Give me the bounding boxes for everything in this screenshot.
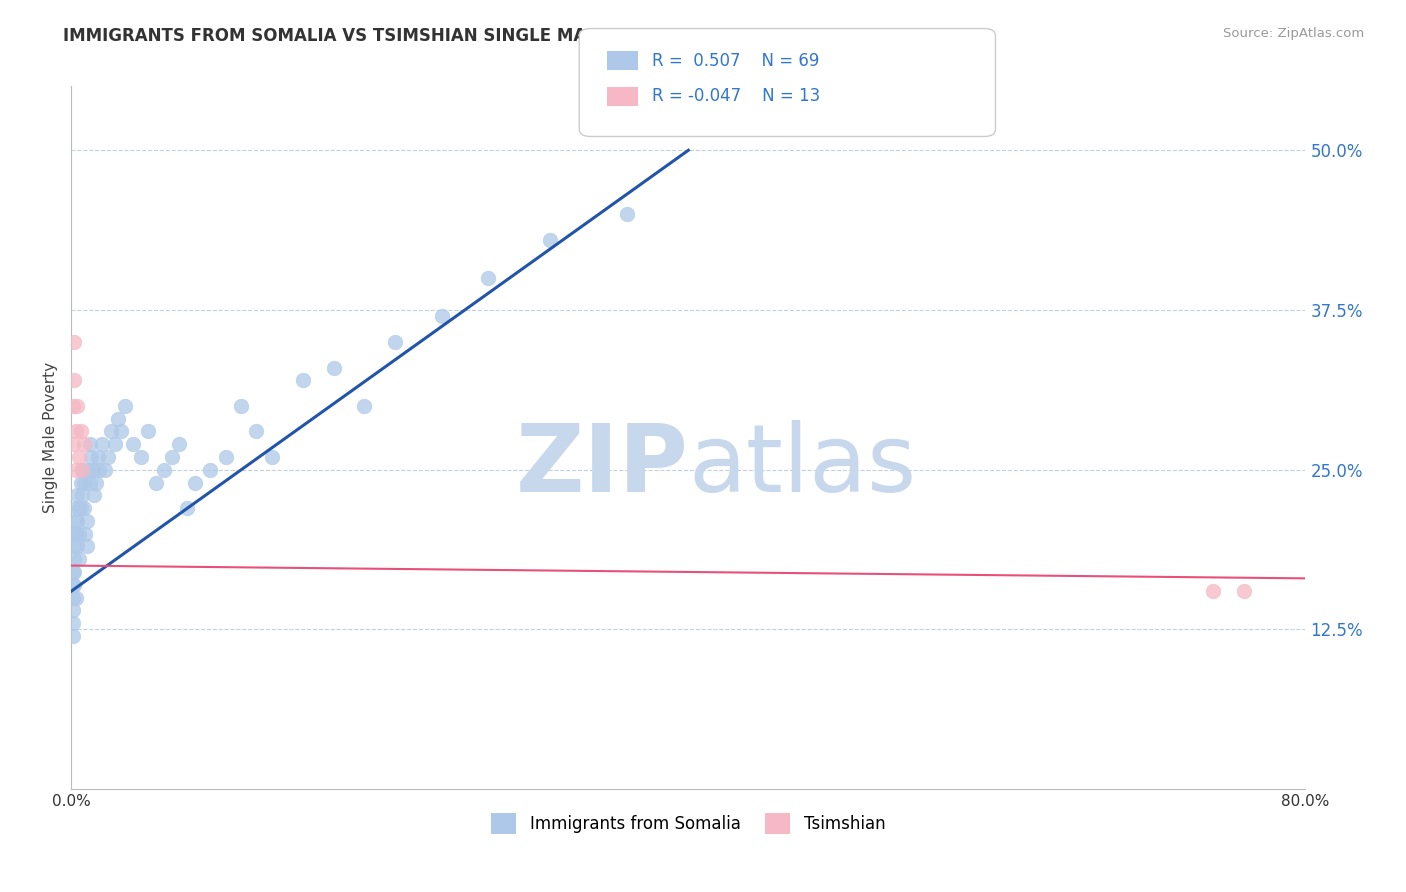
Point	[138, 425, 160, 439]
Point	[103, 437, 125, 451]
Point	[176, 501, 198, 516]
Point	[72, 437, 94, 451]
Point	[82, 463, 104, 477]
Point	[384, 334, 406, 349]
Point	[62, 629, 84, 643]
Point	[160, 450, 183, 464]
Point	[65, 425, 87, 439]
Point	[62, 565, 84, 579]
Point	[1202, 584, 1225, 599]
Point	[322, 360, 344, 375]
Point	[430, 310, 453, 324]
Point	[65, 463, 87, 477]
Point	[62, 591, 84, 605]
Point	[63, 526, 86, 541]
Point	[70, 463, 93, 477]
Point	[538, 233, 561, 247]
Point	[63, 334, 86, 349]
Point	[67, 501, 90, 516]
Point	[75, 526, 97, 541]
Point	[260, 450, 283, 464]
Point	[79, 437, 101, 451]
Point	[69, 425, 91, 439]
Text: IMMIGRANTS FROM SOMALIA VS TSIMSHIAN SINGLE MALE POVERTY CORRELATION CHART: IMMIGRANTS FROM SOMALIA VS TSIMSHIAN SIN…	[63, 27, 905, 45]
Point	[84, 475, 107, 490]
Point	[70, 463, 93, 477]
Legend: Immigrants from Somalia, Tsimshian: Immigrants from Somalia, Tsimshian	[491, 814, 886, 834]
Text: R = -0.047    N = 13: R = -0.047 N = 13	[652, 87, 821, 105]
Text: atlas: atlas	[689, 420, 917, 512]
Point	[69, 475, 91, 490]
Point	[62, 578, 84, 592]
Text: ZIP: ZIP	[516, 420, 689, 512]
Point	[72, 501, 94, 516]
Point	[70, 488, 93, 502]
Point	[63, 578, 86, 592]
Point	[77, 463, 100, 477]
Point	[76, 540, 98, 554]
Text: R =  0.507    N = 69: R = 0.507 N = 69	[652, 52, 820, 70]
Point	[616, 207, 638, 221]
Point	[63, 540, 86, 554]
Point	[62, 616, 84, 631]
Point	[86, 450, 108, 464]
Point	[67, 450, 90, 464]
Point	[107, 411, 129, 425]
Point	[79, 475, 101, 490]
Point	[97, 450, 120, 464]
Point	[1233, 584, 1256, 599]
Point	[66, 540, 89, 554]
Point	[291, 373, 314, 387]
Point	[94, 463, 117, 477]
Point	[183, 475, 205, 490]
Point	[66, 514, 89, 528]
Point	[65, 526, 87, 541]
Point	[66, 399, 89, 413]
Point	[153, 463, 176, 477]
Point	[122, 437, 145, 451]
Point	[229, 399, 252, 413]
Point	[66, 488, 89, 502]
Point	[63, 565, 86, 579]
Point	[83, 488, 105, 502]
Point	[80, 450, 103, 464]
Point	[214, 450, 236, 464]
Point	[69, 501, 91, 516]
Point	[65, 501, 87, 516]
Text: Source: ZipAtlas.com: Source: ZipAtlas.com	[1223, 27, 1364, 40]
Point	[62, 399, 84, 413]
Point	[87, 463, 110, 477]
Point	[145, 475, 167, 490]
Point	[63, 373, 86, 387]
Point	[169, 437, 191, 451]
Point	[67, 552, 90, 566]
Y-axis label: Single Male Poverty: Single Male Poverty	[44, 362, 58, 514]
Point	[65, 591, 87, 605]
Point	[129, 450, 152, 464]
Point	[72, 475, 94, 490]
Point	[100, 425, 122, 439]
Point	[110, 425, 132, 439]
Point	[477, 271, 499, 285]
Point	[114, 399, 136, 413]
Point	[353, 399, 375, 413]
Point	[63, 552, 86, 566]
Point	[65, 514, 87, 528]
Point	[76, 514, 98, 528]
Point	[91, 437, 114, 451]
Point	[67, 526, 90, 541]
Point	[62, 603, 84, 617]
Point	[198, 463, 221, 477]
Point	[245, 425, 267, 439]
Point	[62, 437, 84, 451]
